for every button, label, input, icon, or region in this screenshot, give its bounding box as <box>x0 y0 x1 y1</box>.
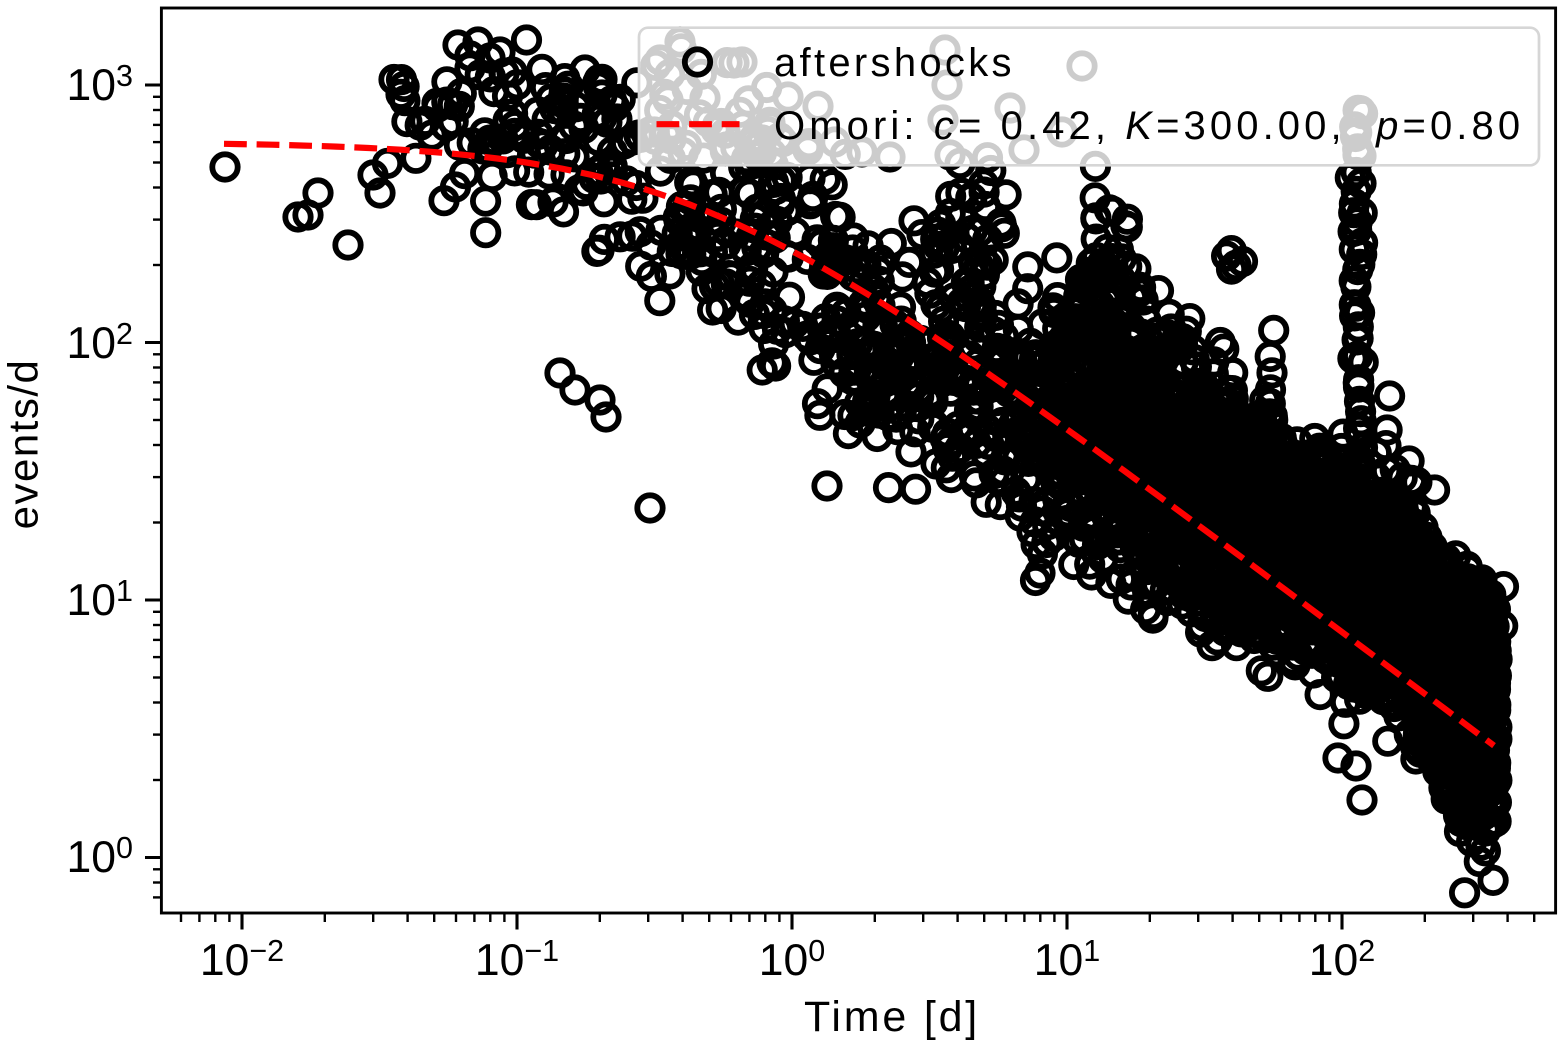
svg-text:aftershocks: aftershocks <box>774 41 1015 85</box>
svg-text:events/d: events/d <box>0 359 47 530</box>
svg-text:Time [d]: Time [d] <box>804 993 980 1040</box>
svg-text:100: 100 <box>67 831 133 882</box>
svg-text:Omori: c= 0.42, K=300.00, p=0: Omori: c= 0.42, K=300.00, p=0.80 <box>774 104 1524 148</box>
